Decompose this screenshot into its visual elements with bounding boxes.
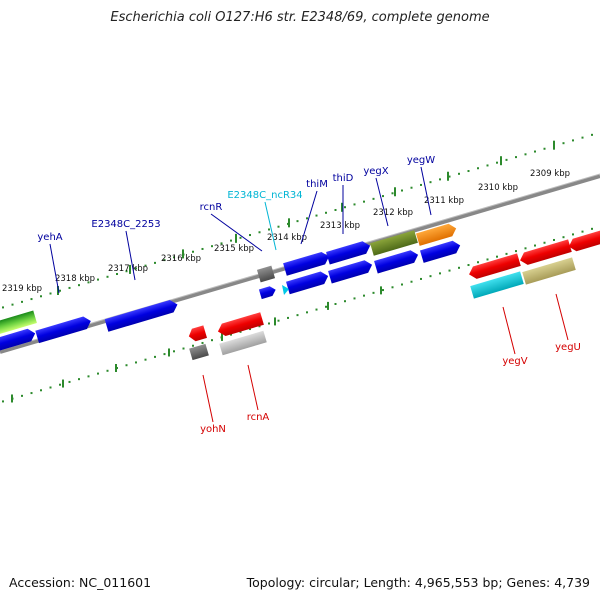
- feature-rcnR: [256, 265, 276, 283]
- scale-label: 2319 kbp: [2, 284, 42, 294]
- feature-E2348C_2253: [104, 299, 178, 332]
- gene-label-E2348C_2253: E2348C_2253: [91, 219, 160, 230]
- gene-label-rcnR: rcnR: [200, 202, 223, 213]
- feature-yegU: [520, 239, 572, 265]
- gene-label-thiD: thiD: [333, 173, 354, 184]
- feature-khaki-cds: [522, 257, 576, 285]
- feature-small-cds: [258, 286, 276, 300]
- scale-label: 2318 kbp: [55, 274, 95, 284]
- feature-yegW: [415, 223, 457, 246]
- scale-label: 2317 kbp: [108, 264, 148, 274]
- scale-label: 2311 kbp: [424, 196, 464, 206]
- feature-cyan-cds: [470, 271, 524, 299]
- gene-label-yegV: yegV: [502, 356, 527, 367]
- scale-label: 2313 kbp: [320, 221, 360, 231]
- gene-label-yehA-leader: [49, 243, 60, 294]
- scale-label: 2309 kbp: [530, 169, 570, 179]
- feature-gray-small: [189, 343, 209, 361]
- feature-cds-a: [286, 271, 329, 295]
- gene-label-yegW-leader: [420, 166, 432, 216]
- gene-label-E2348C_ncR34-leader: [264, 201, 277, 251]
- gene-label-E2348C_ncR34: E2348C_ncR34: [227, 190, 302, 201]
- gene-label-thiM-leader: [300, 190, 318, 245]
- feature-pseudo: [219, 330, 267, 356]
- feature-rcnA: [217, 312, 264, 337]
- scale-track-lower: [2, 227, 593, 403]
- gene-label-rcnA-leader: [247, 364, 259, 411]
- gene-label-yegX: yegX: [363, 166, 388, 177]
- feature-thiD: [326, 241, 371, 265]
- topology-summary: Topology: circular; Length: 4,965,553 bp…: [246, 575, 590, 590]
- gene-label-yohN: yohN: [200, 424, 226, 435]
- feature-E2348C_ncR34: [282, 285, 289, 295]
- feature-thiM: [283, 251, 330, 276]
- accession-label: Accession: NC_011601: [9, 575, 152, 590]
- feature-cds-d: [419, 240, 461, 263]
- feature-yohN: [188, 325, 207, 342]
- scale-label: 2316 kbp: [161, 254, 201, 264]
- scale-label: 2315 kbp: [214, 244, 254, 254]
- gene-label-yegU-leader: [555, 293, 569, 341]
- feature-blue-cds: [0, 328, 36, 351]
- gene-label-rcnA: rcnA: [247, 412, 270, 423]
- gene-label-yegX-leader: [375, 177, 389, 227]
- gene-label-yegU: yegU: [555, 342, 581, 353]
- feature-yehA: [35, 316, 91, 344]
- gene-label-yehA: yehA: [37, 232, 62, 243]
- feature-yegX: [370, 230, 418, 256]
- map-title: Escherichia coli O127:H6 str. E2348/69, …: [110, 10, 490, 25]
- scale-label: 2312 kbp: [373, 208, 413, 218]
- gene-label-E2348C_2253-leader: [125, 230, 136, 281]
- feature-red-edge: [568, 229, 600, 252]
- gene-label-yohN-leader: [202, 374, 214, 423]
- feature-cds-c: [374, 250, 419, 274]
- scale-label: 2314 kbp: [267, 233, 307, 243]
- scale-label: 2310 kbp: [478, 183, 518, 193]
- feature-yegV: [469, 253, 521, 279]
- gene-label-yegV-leader: [502, 306, 516, 355]
- feature-cds-b: [328, 260, 373, 284]
- gene-label-yegW: yegW: [407, 155, 435, 166]
- gene-label-rcnR-leader: [210, 213, 263, 252]
- gene-label-thiM: thiM: [306, 179, 328, 190]
- feature-green-cds: [0, 310, 37, 336]
